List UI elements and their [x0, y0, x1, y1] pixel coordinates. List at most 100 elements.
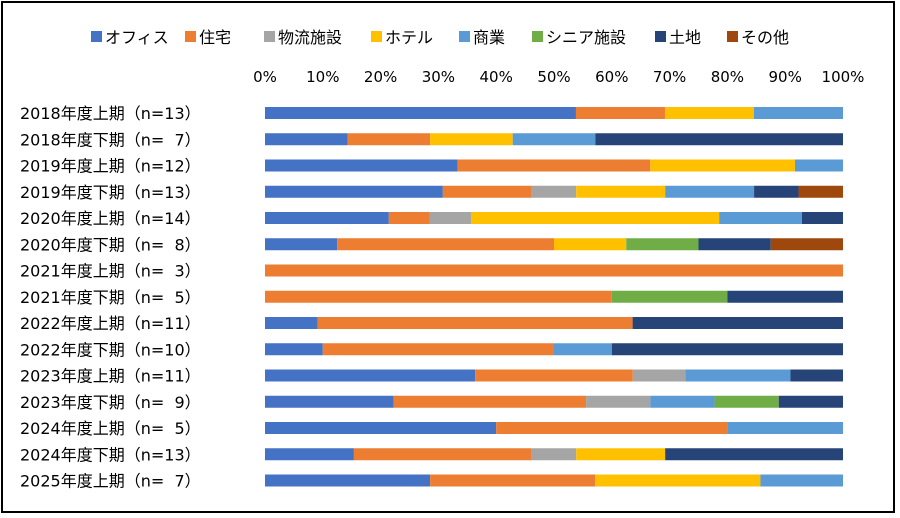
- x-tick-label-5: 50%: [537, 68, 570, 86]
- legend-swatch-4: [459, 31, 470, 42]
- bar-segment-7-1: [265, 290, 612, 303]
- x-axis-ticks: 0% 10% 20% 30% 40% 50% 60% 70% 80% 90% 100%: [253, 68, 864, 86]
- bar-segment-4-2: [429, 212, 471, 224]
- category-label-5: 2020年度下期（n= 8）: [20, 235, 201, 254]
- x-tick-label-7: 70%: [653, 68, 686, 86]
- legend-label-7: その他: [741, 28, 789, 47]
- bar-segment-10-0: [265, 369, 476, 382]
- bar-segment-13-2: [531, 448, 577, 461]
- category-label-7: 2021年度下期（n= 5）: [20, 288, 201, 307]
- legend-swatch-5: [532, 31, 543, 42]
- bar-segment-1-1: [347, 133, 431, 146]
- x-tick-label-3: 30%: [422, 68, 455, 86]
- bar-segment-5-7: [770, 238, 843, 251]
- bar-segment-9-4: [554, 343, 612, 356]
- bar-segment-3-6: [754, 185, 799, 198]
- legend-swatch-1: [185, 31, 196, 42]
- bar-segment-2-1: [457, 159, 651, 172]
- legend-swatch-3: [371, 31, 382, 42]
- bar-segment-12-4: [727, 422, 843, 434]
- legend-swatch-7: [727, 31, 738, 42]
- bar-segment-3-4: [665, 185, 755, 198]
- x-tick-label-0: 0%: [253, 68, 277, 86]
- bar-segment-0-1: [575, 107, 665, 119]
- bar-segment-2-3: [650, 159, 795, 172]
- category-label-6: 2021年度上期（n= 3）: [20, 262, 201, 281]
- bar-segment-1-4: [512, 133, 596, 146]
- bar-segment-4-0: [265, 212, 389, 224]
- bar-segment-8-6: [632, 317, 843, 329]
- bar-segment-11-6: [778, 395, 843, 408]
- category-label-0: 2018年度上期（n=13）: [20, 104, 201, 123]
- bar-segment-10-2: [632, 369, 686, 382]
- bar-segment-7-5: [611, 290, 728, 303]
- bar-segment-2-0: [265, 159, 458, 172]
- bar-segment-14-0: [265, 474, 431, 487]
- bar-segment-9-6: [611, 343, 843, 356]
- legend-label-1: 住宅: [199, 28, 231, 47]
- category-labels: 2018年度上期（n=13） 2018年度下期（n= 7） 2019年度上期（n=1…: [20, 104, 201, 491]
- bar-segment-11-1: [393, 395, 587, 408]
- bar-segment-8-1: [317, 317, 633, 329]
- bar-segment-11-4: [650, 395, 715, 408]
- bar-segment-10-1: [475, 369, 633, 382]
- legend-label-5: シニア施設: [546, 28, 626, 47]
- bar-segment-9-1: [322, 343, 554, 356]
- legend-label-2: 物流施設: [278, 28, 342, 47]
- x-tick-label-2: 20%: [364, 68, 397, 86]
- legend-label-6: 土地: [669, 28, 701, 47]
- bar-segment-3-1: [442, 185, 532, 198]
- x-tick-label-6: 60%: [595, 68, 628, 86]
- category-label-14: 2025年度上期（n= 7）: [20, 472, 201, 491]
- bar-segment-4-3: [470, 212, 720, 224]
- bars: [265, 107, 843, 487]
- category-label-9: 2022年度下期（n=10）: [20, 340, 201, 359]
- x-tick-label-9: 90%: [769, 68, 802, 86]
- bar-segment-13-6: [665, 448, 843, 461]
- bar-segment-10-6: [790, 369, 843, 382]
- bar-segment-6-1: [265, 264, 843, 277]
- bar-segment-3-3: [576, 185, 666, 198]
- bar-segment-11-5: [714, 395, 779, 408]
- legend-label-3: ホテル: [385, 28, 433, 47]
- bar-segment-9-0: [265, 343, 323, 356]
- category-label-3: 2019年度下期（n=13）: [20, 183, 201, 202]
- bar-segment-4-4: [719, 212, 802, 224]
- bar-segment-4-1: [388, 212, 430, 224]
- bar-segment-1-6: [595, 133, 843, 146]
- bar-segment-5-3: [554, 238, 627, 251]
- legend-swatch-2: [264, 31, 275, 42]
- bar-segment-12-0: [265, 422, 497, 434]
- legend-label-0: オフィス: [105, 28, 169, 47]
- category-label-4: 2020年度上期（n=14）: [20, 209, 201, 228]
- bar-segment-3-0: [265, 185, 443, 198]
- bar-segment-14-4: [760, 474, 843, 487]
- bar-segment-2-4: [794, 159, 843, 172]
- bar-segment-3-7: [798, 185, 843, 198]
- category-label-12: 2024年度上期（n= 5）: [20, 419, 201, 438]
- bar-segment-11-0: [265, 395, 394, 408]
- bar-segment-0-4: [753, 107, 843, 119]
- bar-segment-12-1: [496, 422, 728, 434]
- bar-segment-1-3: [430, 133, 513, 146]
- legend-swatch-0: [91, 31, 102, 42]
- bar-segment-5-5: [626, 238, 699, 251]
- category-label-11: 2023年度下期（n= 9）: [20, 393, 201, 412]
- bar-segment-13-3: [576, 448, 666, 461]
- legend-swatch-6: [655, 31, 666, 42]
- bar-segment-8-0: [265, 317, 318, 329]
- category-label-8: 2022年度上期（n=11）: [20, 314, 201, 333]
- bar-segment-5-6: [698, 238, 771, 251]
- bar-segment-11-2: [586, 395, 651, 408]
- bar-segment-1-0: [265, 133, 348, 146]
- bar-segment-14-1: [430, 474, 596, 487]
- bar-segment-3-2: [531, 185, 577, 198]
- legend-label-4: 商業: [473, 28, 505, 47]
- bar-segment-13-1: [353, 448, 532, 461]
- x-tick-label-4: 40%: [480, 68, 513, 86]
- x-tick-label-8: 80%: [711, 68, 744, 86]
- category-label-10: 2023年度上期（n=11）: [20, 367, 201, 386]
- bar-segment-13-0: [265, 448, 354, 461]
- bar-segment-5-1: [337, 238, 554, 251]
